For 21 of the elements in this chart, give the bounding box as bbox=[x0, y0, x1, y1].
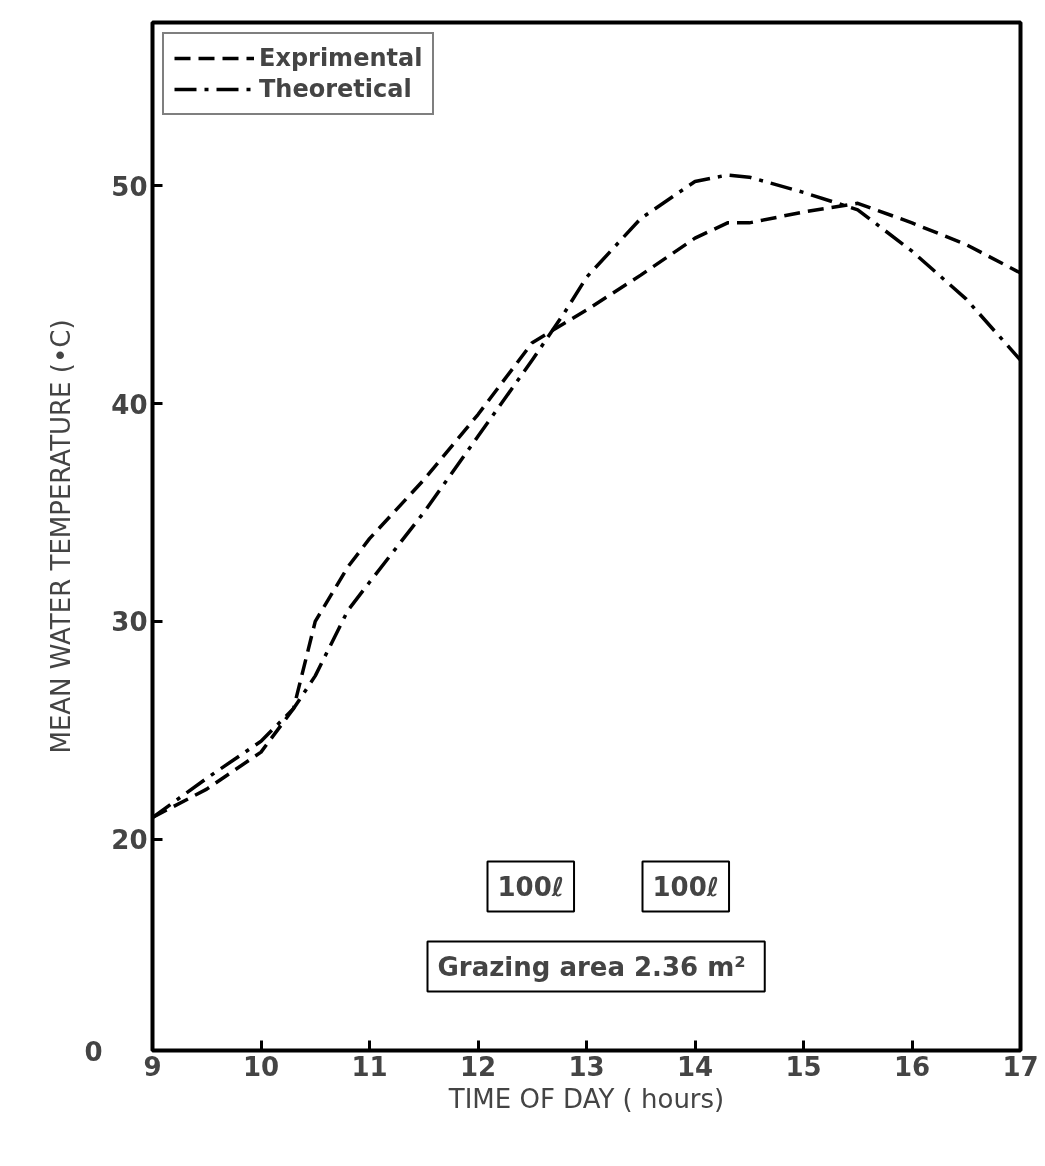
annotation: Grazing area 2.36 m² bbox=[437, 951, 746, 982]
x-axis-title: TIME OF DAY ( hours) bbox=[447, 1083, 725, 1114]
annotation: 100ℓ bbox=[497, 871, 565, 902]
y-tick-label: 50 bbox=[111, 171, 148, 202]
y-tick-label: 20 bbox=[111, 825, 148, 856]
x-tick-label: 17 bbox=[1002, 1051, 1039, 1082]
y-tick-label: 40 bbox=[111, 389, 148, 420]
x-tick-label: 14 bbox=[676, 1051, 714, 1082]
x-tick-label: 16 bbox=[893, 1051, 931, 1082]
legend-label: Theoretical bbox=[259, 75, 412, 103]
y-tick-label: 30 bbox=[111, 607, 148, 638]
annotation: 100ℓ bbox=[652, 871, 720, 902]
x-tick-label: 10 bbox=[242, 1051, 280, 1082]
x-tick-label: 13 bbox=[568, 1051, 605, 1082]
x-tick-label: 15 bbox=[785, 1051, 822, 1082]
x-tick-label: 9 bbox=[143, 1051, 162, 1082]
text: 0 bbox=[84, 1036, 103, 1067]
x-tick-label: 12 bbox=[459, 1051, 497, 1082]
legend-label: Exprimental bbox=[259, 44, 423, 72]
y-axis-title: MEAN WATER TEMPERATURE (•C) bbox=[46, 319, 77, 754]
x-tick-label: 11 bbox=[351, 1051, 388, 1082]
